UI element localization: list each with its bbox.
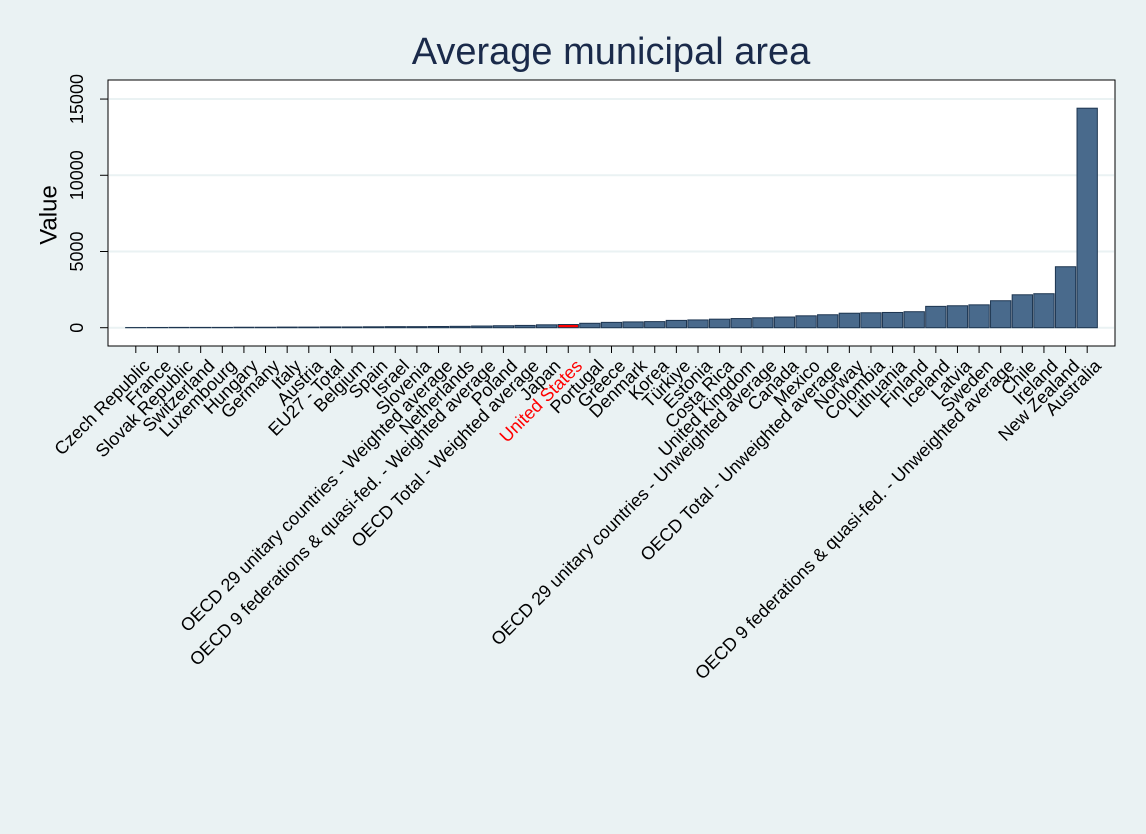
bar [1033,293,1055,329]
bar [860,312,882,329]
bar [708,318,731,329]
bar [579,322,601,329]
bar [276,326,298,329]
y-tick-label: 0 [67,323,87,333]
bar [600,321,623,329]
y-tick-label: 5000 [67,231,87,271]
bar [406,326,428,329]
bar [817,314,839,329]
bar [557,324,579,329]
bar [427,325,450,329]
bar [773,316,796,329]
bar [622,321,644,329]
chart-title: Average municipal area [412,31,811,73]
bar [990,300,1012,329]
bar [881,311,904,329]
bar [838,312,861,329]
bar [795,315,817,329]
bar [687,319,709,329]
bar [730,318,752,329]
bar [946,305,969,329]
plot-area [107,79,1116,347]
bar [1054,266,1077,329]
bar [925,305,947,329]
bar [449,325,471,329]
bar [752,317,774,329]
bar [298,326,320,329]
bar [665,319,688,329]
bar [1076,107,1098,329]
bar [362,326,385,329]
bar [471,325,493,329]
bar [384,326,406,329]
bar [535,324,558,329]
bar [514,324,536,329]
y-axis-label: Value [35,185,62,245]
bar [341,326,363,329]
bar [492,325,515,329]
y-tick-label: 10000 [67,150,87,200]
bar [1011,294,1033,329]
y-tick-label: 15000 [67,74,87,124]
bar [319,326,342,329]
bar [903,311,925,329]
bar [968,304,990,329]
bar [644,321,666,329]
